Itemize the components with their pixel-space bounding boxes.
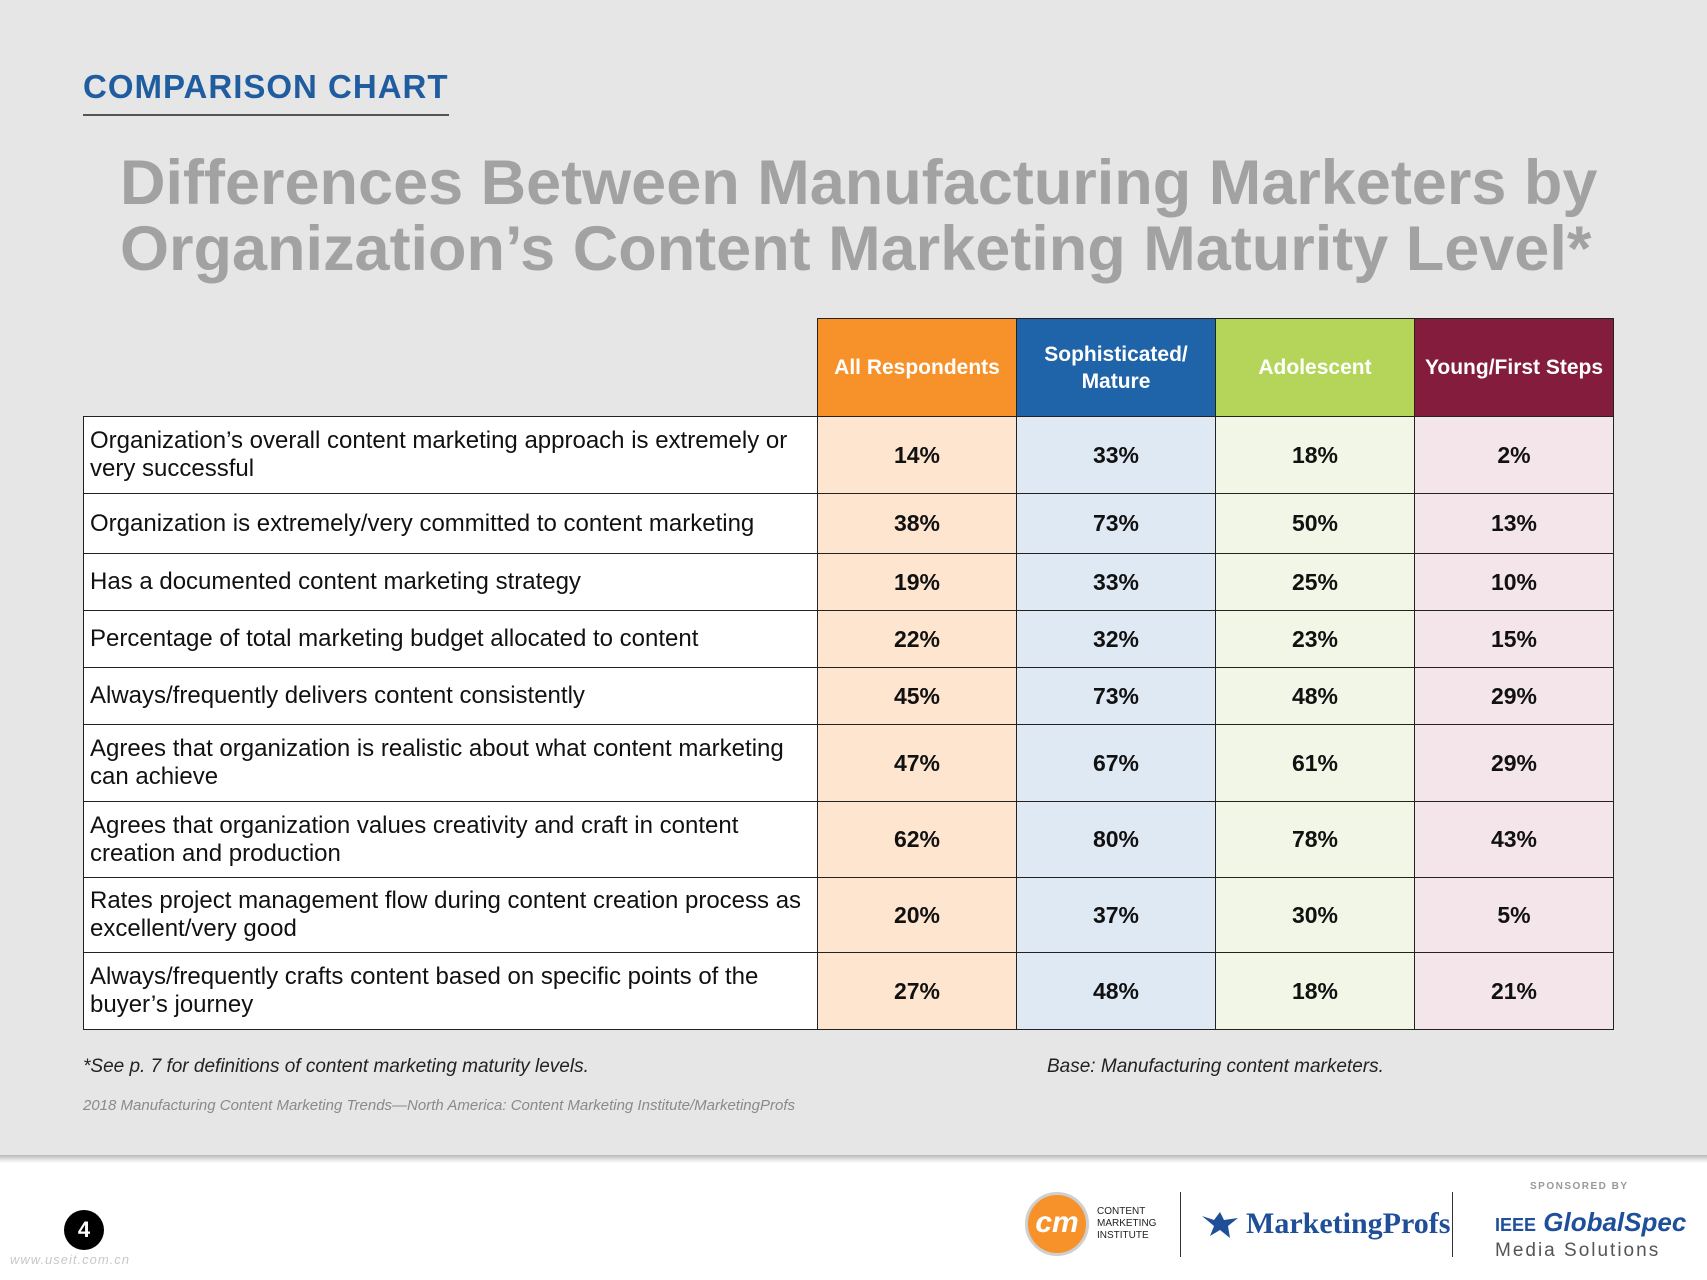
value-all-respondents: 27% bbox=[817, 952, 1017, 1030]
marketingprofs-name: MarketingProfs bbox=[1246, 1207, 1451, 1240]
page-number: 4 bbox=[64, 1210, 104, 1250]
comparison-table: All Respondents Sophisticated/ Mature Ad… bbox=[83, 318, 1614, 1030]
value-young: 10% bbox=[1414, 553, 1614, 611]
value-sophisticated: 73% bbox=[1016, 667, 1216, 725]
value-all-respondents: 14% bbox=[817, 416, 1017, 494]
ieee-word: IEEE bbox=[1495, 1215, 1537, 1235]
value-young: 15% bbox=[1414, 610, 1614, 668]
value-adolescent: 48% bbox=[1215, 667, 1415, 725]
value-sophisticated: 67% bbox=[1016, 724, 1216, 802]
header-blank bbox=[84, 319, 818, 417]
header-young-first-steps: Young/First Steps bbox=[1414, 318, 1614, 417]
value-all-respondents: 47% bbox=[817, 724, 1017, 802]
value-all-respondents: 38% bbox=[817, 493, 1017, 554]
row-label: Always/frequently crafts content based o… bbox=[83, 952, 818, 1030]
row-label: Percentage of total marketing budget all… bbox=[83, 610, 818, 668]
table-row: Always/frequently delivers content consi… bbox=[83, 667, 1614, 725]
row-label: Rates project management flow during con… bbox=[83, 877, 818, 953]
header-adolescent: Adolescent bbox=[1215, 318, 1415, 417]
value-sophisticated: 37% bbox=[1016, 877, 1216, 953]
value-adolescent: 25% bbox=[1215, 553, 1415, 611]
footer-separator bbox=[1180, 1192, 1181, 1257]
title-line-2: Organization’s Content Marketing Maturit… bbox=[120, 214, 1592, 284]
table-row: Agrees that organization values creativi… bbox=[83, 801, 1614, 878]
bird-icon bbox=[1202, 1212, 1238, 1238]
value-adolescent: 23% bbox=[1215, 610, 1415, 668]
cmi-logo-icon: cm bbox=[1025, 1192, 1089, 1256]
row-label: Organization is extremely/very committed… bbox=[83, 493, 818, 554]
cmi-name: CONTENT MARKETING INSTITUTE bbox=[1097, 1206, 1157, 1241]
header-row: All Respondents Sophisticated/ Mature Ad… bbox=[84, 318, 1614, 417]
value-adolescent: 18% bbox=[1215, 952, 1415, 1030]
ieee-row: IEEE GlobalSpec bbox=[1495, 1207, 1686, 1238]
marketingprofs-logo: MarketingProfs bbox=[1200, 1207, 1450, 1241]
value-young: 5% bbox=[1414, 877, 1614, 953]
value-young: 2% bbox=[1414, 416, 1614, 494]
value-sophisticated: 32% bbox=[1016, 610, 1216, 668]
value-adolescent: 61% bbox=[1215, 724, 1415, 802]
table-row: Agrees that organization is realistic ab… bbox=[83, 724, 1614, 802]
value-sophisticated: 73% bbox=[1016, 493, 1216, 554]
value-young: 29% bbox=[1414, 667, 1614, 725]
value-adolescent: 78% bbox=[1215, 801, 1415, 878]
value-young: 21% bbox=[1414, 952, 1614, 1030]
sponsored-by-label: SPONSORED BY bbox=[1530, 1181, 1629, 1192]
watermark: www.useit.com.cn bbox=[10, 1252, 131, 1267]
title-line-1: Differences Between Manufacturing Market… bbox=[120, 148, 1598, 218]
ieee-globalspec-logo: IEEE GlobalSpec Media Solutions bbox=[1495, 1207, 1686, 1262]
globalspec-word: GlobalSpec bbox=[1543, 1207, 1687, 1237]
source-citation: 2018 Manufacturing Content Marketing Tre… bbox=[83, 1097, 795, 1114]
table-row: Organization’s overall content marketing… bbox=[83, 416, 1614, 494]
value-all-respondents: 45% bbox=[817, 667, 1017, 725]
table-row: Percentage of total marketing budget all… bbox=[83, 610, 1614, 668]
row-label: Has a documented content marketing strat… bbox=[83, 553, 818, 611]
table-row: Has a documented content marketing strat… bbox=[83, 553, 1614, 611]
row-label: Always/frequently delivers content consi… bbox=[83, 667, 818, 725]
page-title: Differences Between Manufacturing Market… bbox=[120, 150, 1620, 282]
footer-separator bbox=[1452, 1192, 1453, 1257]
value-sophisticated: 48% bbox=[1016, 952, 1216, 1030]
value-young: 13% bbox=[1414, 493, 1614, 554]
row-label: Agrees that organization is realistic ab… bbox=[83, 724, 818, 802]
table-row: Always/frequently crafts content based o… bbox=[83, 952, 1614, 1030]
value-all-respondents: 20% bbox=[817, 877, 1017, 953]
value-sophisticated: 80% bbox=[1016, 801, 1216, 878]
value-sophisticated: 33% bbox=[1016, 553, 1216, 611]
section-label: COMPARISON CHART bbox=[83, 68, 449, 116]
base-note: Base: Manufacturing content marketers. bbox=[1047, 1056, 1384, 1077]
value-young: 29% bbox=[1414, 724, 1614, 802]
value-all-respondents: 62% bbox=[817, 801, 1017, 878]
value-adolescent: 50% bbox=[1215, 493, 1415, 554]
footer-band bbox=[0, 1163, 1707, 1280]
media-solutions: Media Solutions bbox=[1495, 1240, 1661, 1261]
row-label: Agrees that organization values creativi… bbox=[83, 801, 818, 878]
value-young: 43% bbox=[1414, 801, 1614, 878]
value-sophisticated: 33% bbox=[1016, 416, 1216, 494]
value-all-respondents: 22% bbox=[817, 610, 1017, 668]
cmi-logo-group: cm CONTENT MARKETING INSTITUTE bbox=[1025, 1192, 1167, 1256]
footnote: *See p. 7 for definitions of content mar… bbox=[83, 1056, 589, 1077]
value-all-respondents: 19% bbox=[817, 553, 1017, 611]
table-row: Rates project management flow during con… bbox=[83, 877, 1614, 953]
value-adolescent: 30% bbox=[1215, 877, 1415, 953]
value-adolescent: 18% bbox=[1215, 416, 1415, 494]
row-label: Organization’s overall content marketing… bbox=[83, 416, 818, 494]
header-all-respondents: All Respondents bbox=[817, 318, 1017, 417]
divider bbox=[0, 1155, 1707, 1163]
header-sophisticated-mature: Sophisticated/ Mature bbox=[1016, 318, 1216, 417]
table-row: Organization is extremely/very committed… bbox=[83, 493, 1614, 554]
